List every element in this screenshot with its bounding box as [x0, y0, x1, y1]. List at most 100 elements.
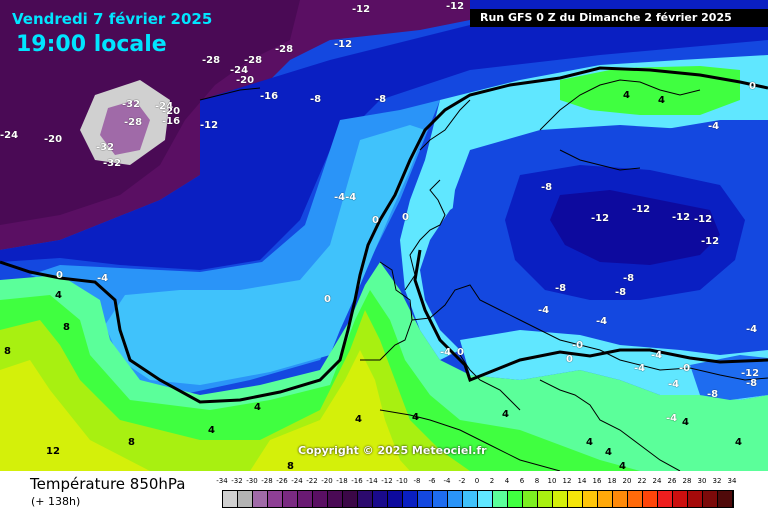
- isotherm-label: -32: [122, 99, 141, 110]
- scale-color-cell: [358, 491, 373, 507]
- isotherm-label: -24: [230, 65, 249, 76]
- run-info-banner: Run GFS 0 Z du Dimanche 2 février 2025: [470, 9, 768, 27]
- isotherm-label: -24: [155, 101, 174, 112]
- scale-color-cell: [568, 491, 583, 507]
- isotherm-label: -12: [200, 120, 219, 131]
- scale-color-cell: [268, 491, 283, 507]
- scale-color-cell: [493, 491, 508, 507]
- isotherm-label: -4: [746, 324, 758, 335]
- isotherm-label: -16: [260, 91, 279, 102]
- isotherm-label: -8: [615, 287, 627, 298]
- turkey-cold-blue: [690, 355, 768, 400]
- scale-color-cell: [463, 491, 478, 507]
- atlantic-cyan: [105, 125, 425, 385]
- europe-coldest-core: [550, 190, 720, 265]
- isotherm-label: 0: [372, 215, 379, 226]
- isotherm-label: -0: [572, 340, 584, 351]
- isotherm-label: -4: [440, 347, 452, 358]
- isotherm-label: -8: [541, 182, 553, 193]
- isotherm-label: 4: [682, 417, 689, 428]
- isotherm-label: 4: [55, 290, 62, 301]
- scale-tick-label: 32: [712, 477, 722, 485]
- scale-color-cell: [553, 491, 568, 507]
- scale-color-cell: [433, 491, 448, 507]
- forecast-lead-time: (+ 138h): [31, 495, 81, 508]
- scale-tick-labels: -34 -32 -30 -28 -26 -24 -22 -20 -18 -16 -14 -12 -10-…: [216, 477, 744, 489]
- scale-color-cell: [448, 491, 463, 507]
- scale-tick-label: 4: [504, 477, 510, 485]
- scale-tick-label: -30: [246, 477, 258, 485]
- isotherm-label: -4: [668, 379, 680, 390]
- scale-tick-label: 6: [519, 477, 525, 485]
- isotherm-label: -4: [666, 413, 678, 424]
- isotherm-label: -28: [124, 117, 143, 128]
- scale-color-cell: [343, 491, 358, 507]
- scale-tick-label: -20: [321, 477, 333, 485]
- scale-color-bar: [222, 490, 734, 508]
- cold-zone-blue: [0, 0, 768, 270]
- isotherm-label: 0: [566, 354, 573, 365]
- scale-color-cell: [403, 491, 418, 507]
- isotherm-label: -24: [0, 130, 19, 141]
- isotherm-label: 4: [735, 437, 742, 448]
- scale-color-cell: [373, 491, 388, 507]
- isotherm-label: 4: [208, 425, 215, 436]
- isotherm-label: -32: [96, 142, 115, 153]
- isotherm-label: 4: [619, 461, 626, 471]
- scale-tick-label: 20: [622, 477, 632, 485]
- legend-footer: Température 850hPa (+ 138h) -34 -32 -30 -28…: [0, 471, 768, 512]
- scale-color-cell: [283, 491, 298, 507]
- scale-color-cell: [628, 491, 643, 507]
- scale-color-cell: [328, 491, 343, 507]
- isotherm-label: 12: [46, 446, 60, 457]
- scale-tick-label: -14: [366, 477, 378, 485]
- scale-color-cell: [673, 491, 688, 507]
- scale-color-cell: [298, 491, 313, 507]
- scale-color-cell: [688, 491, 703, 507]
- isotherm-label: -4: [708, 121, 720, 132]
- isotherm-label: -8: [707, 389, 719, 400]
- scale-color-cell: [313, 491, 328, 507]
- isotherm-label: -8: [746, 378, 758, 389]
- forecast-date: Vendredi 7 février 2025: [12, 10, 213, 28]
- scale-tick-label: -24: [291, 477, 303, 485]
- temperature-color-scale: -34 -32 -30 -28 -26 -24 -22 -20 -18 -16 -14 -12 -10-…: [216, 477, 744, 511]
- isotherm-label: 8: [4, 346, 11, 357]
- isotherm-label: -20: [162, 106, 181, 117]
- scale-color-cell: [508, 491, 523, 507]
- scale-tick-label: 14: [577, 477, 587, 485]
- zero-isotherm-south: [413, 249, 768, 382]
- isotherm-label: -8: [310, 94, 322, 105]
- scale-color-cell: [223, 491, 238, 507]
- scandinavia-green: [560, 66, 740, 115]
- isotherm-label: -16: [162, 116, 181, 127]
- scale-tick-label: -12: [381, 477, 393, 485]
- scale-color-cell: [418, 491, 433, 507]
- scale-color-cell: [583, 491, 598, 507]
- isotherm-label: -28: [244, 55, 263, 66]
- isotherm-label: 0: [402, 212, 409, 223]
- isotherm-label: -4: [634, 363, 646, 374]
- scale-tick-label: 10: [547, 477, 557, 485]
- greenland-core: [100, 100, 150, 155]
- map-canvas: [0, 0, 768, 471]
- field-title: Température 850hPa: [30, 475, 186, 493]
- warm-zone-yellow: [0, 360, 150, 471]
- isotherm-label: 4: [412, 412, 419, 423]
- isotherm-label: 8: [128, 437, 135, 448]
- isotherm-label: -12: [741, 368, 760, 379]
- isotherm-label: -12: [694, 214, 713, 225]
- isotherm-label: -12: [672, 212, 691, 223]
- scale-tick-label: -22: [306, 477, 318, 485]
- scale-color-cell: [238, 491, 253, 507]
- scale-tick-label: -2: [458, 477, 466, 485]
- scale-tick-label: 34: [727, 477, 737, 485]
- isotherm-label: -20: [44, 134, 63, 145]
- isotherm-label: 4: [254, 402, 261, 413]
- isotherm-label: -4: [596, 316, 608, 327]
- scale-tick-label: -8: [413, 477, 421, 485]
- scale-tick-label: -34: [216, 477, 228, 485]
- scale-tick-label: -26: [276, 477, 288, 485]
- isotherm-label: 8: [63, 322, 70, 333]
